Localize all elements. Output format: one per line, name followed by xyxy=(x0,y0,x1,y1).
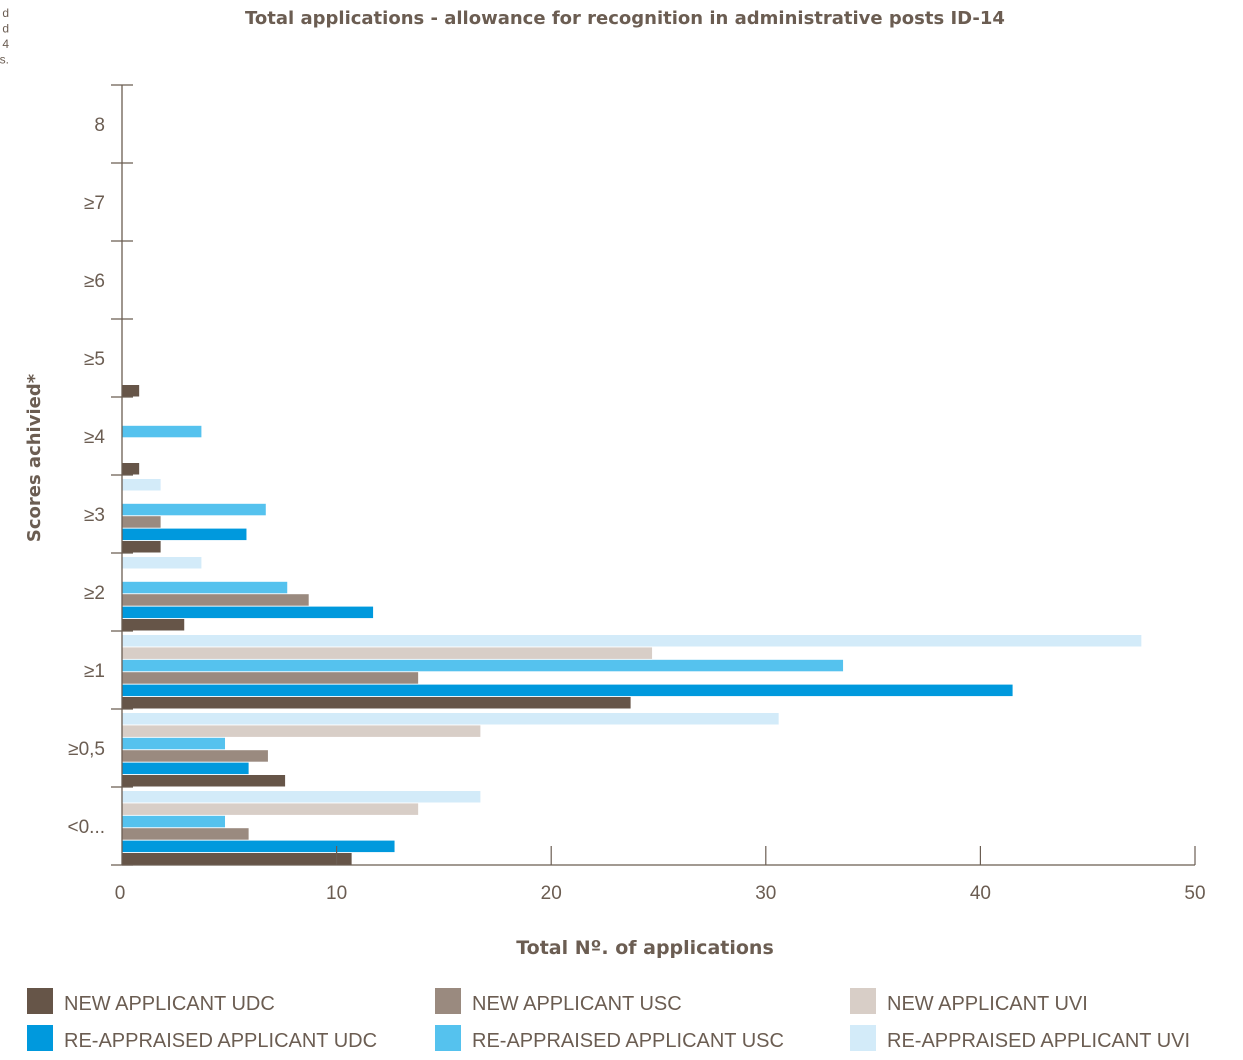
margin-fragment: 4 xyxy=(2,37,9,51)
bar xyxy=(122,697,631,709)
bar xyxy=(122,713,779,725)
bar xyxy=(122,479,161,491)
y-tick-label: ≥6 xyxy=(84,271,105,292)
x-tick-label: 20 xyxy=(541,883,562,904)
bar xyxy=(122,725,481,737)
legend-item: RE-APPRAISED APPLICANT UDC xyxy=(27,1025,377,1052)
bar xyxy=(122,791,481,803)
legend-label: NEW APPLICANT UVI xyxy=(887,993,1088,1015)
x-tick-label: 0 xyxy=(115,883,126,904)
x-tick-label: 40 xyxy=(970,883,991,904)
bar xyxy=(122,557,202,569)
axes-group xyxy=(111,84,1196,866)
margin-fragment: s. xyxy=(0,53,9,67)
legend-swatch xyxy=(850,1025,876,1051)
bar xyxy=(122,503,266,516)
legend-item: NEW APPLICANT UDC xyxy=(27,988,275,1015)
bar xyxy=(122,528,247,541)
bar xyxy=(122,672,419,684)
legend-label: NEW APPLICANT UDC xyxy=(64,993,275,1015)
bar xyxy=(122,606,374,619)
bar xyxy=(122,425,202,438)
y-tick-label: <0... xyxy=(68,817,106,838)
legend-label: RE-APPRAISED APPLICANT UDC xyxy=(64,1030,377,1052)
bar xyxy=(122,516,161,528)
x-tick-label: 50 xyxy=(1184,883,1205,904)
bar xyxy=(122,659,844,672)
y-tick-label: ≥4 xyxy=(84,427,105,448)
legend-swatch xyxy=(435,1025,461,1051)
legend-swatch xyxy=(27,1025,53,1051)
bar xyxy=(122,635,1142,647)
ticks-group: <0... ≥0,5 ≥1 ≥2 ≥3 ≥4 ≥5 ≥6 ≥7 8 0 10 20 30 40 50 xyxy=(68,115,1206,904)
y-tick-label: ≥5 xyxy=(84,349,105,370)
bar xyxy=(122,647,653,659)
bar xyxy=(122,853,352,865)
legend-item: NEW APPLICANT USC xyxy=(435,988,682,1015)
legend-swatch xyxy=(850,988,876,1014)
x-tick-label: 10 xyxy=(326,883,347,904)
y-tick-label: ≥2 xyxy=(84,583,105,604)
y-tick-label: ≥7 xyxy=(84,193,105,214)
bar xyxy=(122,541,161,553)
y-tick-label: ≥3 xyxy=(84,505,105,526)
legend-swatch xyxy=(27,988,53,1014)
bar xyxy=(122,619,185,631)
bar xyxy=(122,594,309,606)
margin-fragment: d xyxy=(2,22,9,36)
y-tick-label: 8 xyxy=(94,115,105,136)
bar xyxy=(122,762,249,775)
bar xyxy=(122,750,268,762)
y-tick-label: ≥0,5 xyxy=(68,739,105,760)
y-axis-label: Scores achivied* xyxy=(24,373,45,542)
bar xyxy=(122,815,226,828)
bars-group xyxy=(122,385,1142,865)
bar xyxy=(122,737,226,750)
legend-item: NEW APPLICANT UVI xyxy=(850,988,1088,1015)
legend-swatch xyxy=(435,988,461,1014)
bar xyxy=(122,775,286,787)
margin-fragment: d xyxy=(2,6,9,20)
bar xyxy=(122,581,288,594)
bar xyxy=(122,840,395,853)
legend-item: RE-APPRAISED APPLICANT USC xyxy=(435,1025,784,1052)
x-axis-label: Total Nº. of applications xyxy=(516,937,774,959)
legend: NEW APPLICANT UDC RE-APPRAISED APPLICANT … xyxy=(27,988,1190,1052)
bar xyxy=(122,463,140,475)
legend-label: RE-APPRAISED APPLICANT UVI xyxy=(887,1030,1190,1052)
y-tick-label: ≥1 xyxy=(84,661,105,682)
x-tick-label: 30 xyxy=(755,883,776,904)
bar xyxy=(122,684,1013,697)
chart-title: Total applications - allowance for recog… xyxy=(245,8,1005,29)
bar xyxy=(122,828,249,840)
bar xyxy=(122,385,140,397)
legend-item: RE-APPRAISED APPLICANT UVI xyxy=(850,1025,1190,1052)
bar xyxy=(122,803,419,815)
legend-label: RE-APPRAISED APPLICANT USC xyxy=(472,1030,784,1052)
legend-label: NEW APPLICANT USC xyxy=(472,993,682,1015)
